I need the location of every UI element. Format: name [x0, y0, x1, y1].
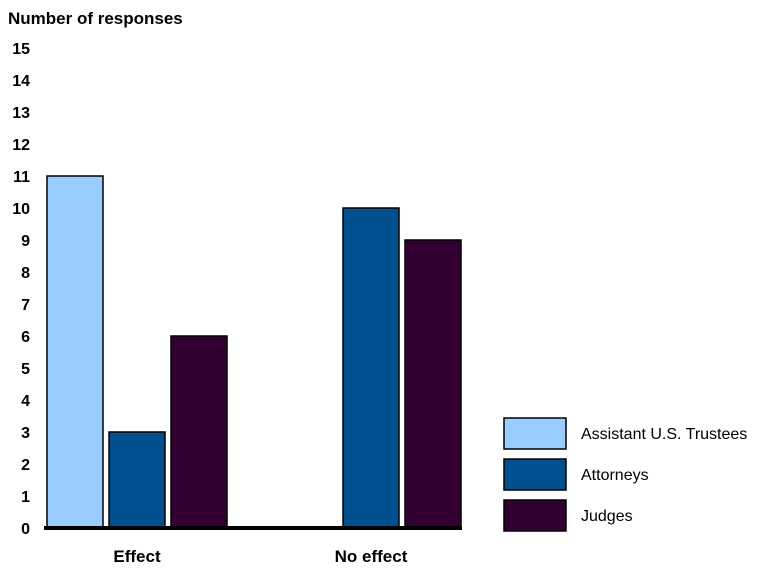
- bars: [46, 175, 462, 529]
- y-tick-label: 6: [21, 329, 30, 346]
- y-tick-label: 4: [21, 393, 30, 410]
- x-tick-label: No effect: [335, 547, 408, 566]
- legend: Assistant U.S. Trustees Attorneys Judges: [503, 417, 747, 532]
- y-tick-label: 7: [21, 297, 30, 314]
- bar: [170, 335, 228, 529]
- y-tick-label: 8: [21, 265, 30, 282]
- x-tick-label: Effect: [113, 547, 161, 566]
- y-tick-label: 14: [12, 73, 30, 90]
- legend-label: Judges: [581, 508, 633, 525]
- y-tick-label: 11: [13, 169, 30, 186]
- y-tick-label: 0: [21, 521, 30, 538]
- y-tick-label: 3: [21, 425, 30, 442]
- legend-label: Assistant U.S. Trustees: [581, 426, 747, 443]
- y-tick-label: 5: [21, 361, 30, 378]
- y-tick-label: 10: [12, 201, 30, 218]
- bar: [108, 431, 166, 529]
- y-tick-label: 13: [12, 105, 30, 122]
- x-axis-labels: Effect No effect: [113, 547, 407, 566]
- legend-swatch: [503, 499, 567, 532]
- legend-swatch: [503, 458, 567, 491]
- y-tick-label: 9: [21, 233, 30, 250]
- y-tick-label: 2: [21, 457, 30, 474]
- bar: [46, 175, 104, 529]
- y-tick-label: 1: [21, 489, 30, 506]
- legend-label: Attorneys: [581, 467, 649, 484]
- y-tick-label: 12: [12, 137, 30, 154]
- y-tick-label: 15: [12, 41, 30, 58]
- legend-swatch: [503, 417, 567, 450]
- y-axis-label: Number of responses: [8, 9, 183, 28]
- bar: [342, 207, 400, 529]
- bar: [404, 239, 462, 529]
